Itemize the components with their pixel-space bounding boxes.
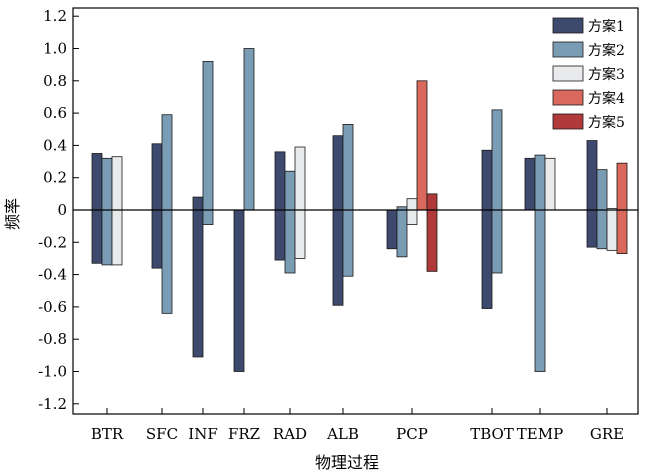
bar-temp-方案1 (524, 157, 536, 211)
x-axis-title: 物理过程 (315, 453, 379, 472)
y-tick-label: 0 (57, 201, 67, 219)
bar-frz-方案2 (243, 48, 255, 211)
x-tick-label: FRZ (228, 425, 260, 443)
y-tick-label: -1.2 (38, 395, 67, 413)
bar-btr-方案1 (91, 153, 103, 264)
bar-btr-方案2 (101, 157, 113, 266)
y-tick-label: 0.2 (43, 169, 67, 187)
x-tick-label: INF (188, 425, 217, 443)
legend: 方案1 方案2 方案3 方案4 方案5 (552, 17, 625, 131)
y-tick-label: -0.8 (38, 330, 67, 348)
bar-gre-方案2 (596, 169, 608, 250)
legend-swatch (552, 89, 584, 106)
legend-label: 方案3 (588, 66, 625, 83)
legend-label: 方案4 (588, 90, 625, 107)
bar-gre-方案3 (606, 207, 618, 251)
bar-tbot-方案2 (491, 109, 503, 274)
y-tick-label: 1.0 (43, 40, 67, 58)
legend-label: 方案5 (588, 114, 625, 131)
bars-layer (91, 48, 628, 372)
y-tick-label: -1.0 (38, 363, 67, 381)
legend-swatch (552, 65, 584, 82)
bar-pcp-方案4 (416, 80, 428, 211)
bar-pcp-方案1 (386, 209, 398, 250)
y-tick-label: 0.6 (43, 104, 67, 122)
bar-gre-方案1 (586, 140, 598, 248)
y-axis: 1.2 1.0 0.8 0.6 0.4 0.2 0 -0.2 -0.4 -0.6 -0.8 -1.0 -… (38, 7, 79, 413)
legend-swatch (552, 41, 584, 58)
x-tick-label: GRE (590, 425, 624, 443)
bar-pcp-方案3 (406, 198, 418, 225)
bar-rad-方案3 (294, 146, 306, 259)
x-tick-label: TBOT (470, 425, 514, 443)
bar-gre-方案4 (616, 162, 628, 255)
y-tick-label: 0.8 (43, 72, 67, 90)
bar-pcp-方案5 (426, 193, 438, 272)
bar-alb-方案2 (342, 124, 354, 277)
y-tick-label: 1.2 (43, 7, 67, 25)
bar-sfc-方案2 (161, 114, 173, 314)
bar-tbot-方案1 (481, 149, 493, 309)
x-tick-label: BTR (91, 425, 124, 443)
y-axis-title: 频率 (3, 198, 22, 230)
bar-sfc-方案1 (151, 143, 163, 269)
y-tick-label: 0.4 (43, 136, 67, 154)
bar-alb-方案1 (332, 135, 344, 306)
bar-pcp-方案2 (396, 206, 408, 258)
bar-temp-方案3 (544, 157, 556, 211)
y-tick-label: -0.2 (38, 233, 67, 251)
bar-rad-方案2 (284, 170, 296, 274)
bar-frz-方案1 (233, 209, 245, 372)
bar-btr-方案3 (111, 156, 123, 266)
bar-inf-方案1 (192, 196, 204, 358)
y-tick-label: -0.4 (38, 266, 67, 284)
x-tick-label: TEMP (517, 425, 563, 443)
x-tick-label: RAD (273, 425, 307, 443)
bar-inf-方案2 (202, 61, 214, 225)
legend-swatch (552, 113, 584, 130)
legend-swatch (552, 17, 584, 34)
x-tick-label: PCP (396, 425, 428, 443)
legend-label: 方案1 (588, 18, 625, 35)
x-axis: BTR SFC INF FRZ RAD ALB PCP TBOT TEMP GRE (91, 408, 624, 443)
x-tick-label: ALB (326, 425, 359, 443)
bar-temp-方案2 (534, 154, 546, 372)
legend-label: 方案2 (588, 42, 625, 59)
bar-rad-方案1 (274, 151, 286, 261)
x-tick-label: SFC (146, 425, 178, 443)
y-tick-label: -0.6 (38, 298, 67, 316)
